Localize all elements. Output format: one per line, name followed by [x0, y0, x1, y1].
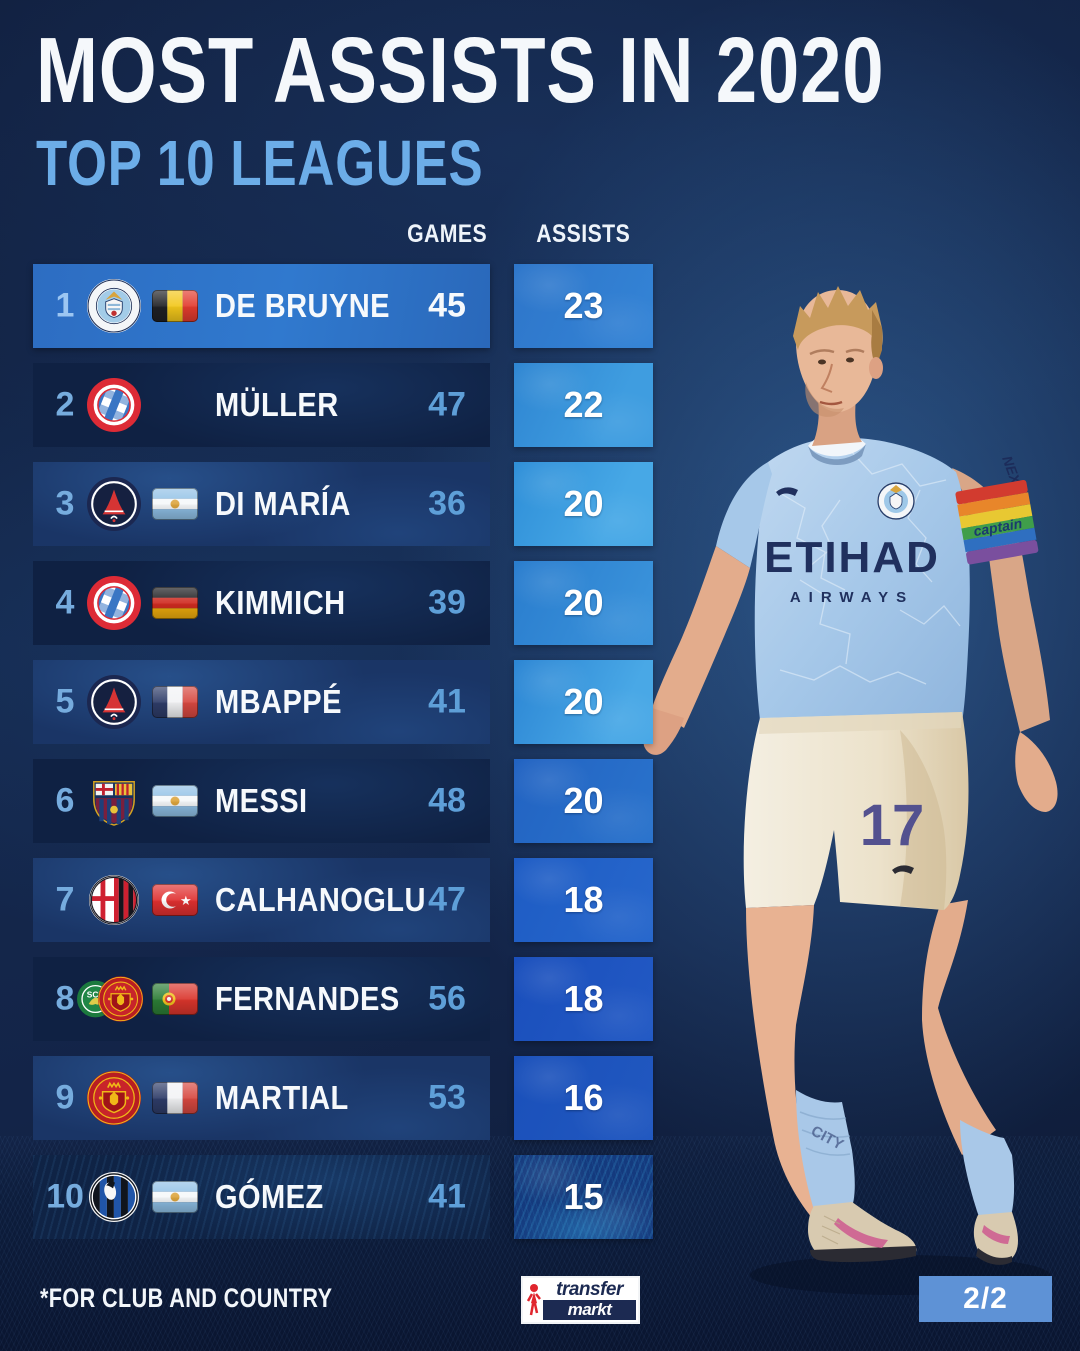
table-row: 2 MÜLLER 47 — [33, 363, 490, 447]
jersey-sponsor-sub-text: AIRWAYS — [790, 589, 914, 606]
rank-label: 5 — [55, 682, 75, 721]
psg-badge-icon — [85, 675, 143, 729]
player-name: CALHANOGLU — [215, 881, 426, 918]
page-title-text: MOST ASSISTS IN 2020 — [36, 18, 885, 122]
manchester-united-badge-icon — [85, 1071, 143, 1125]
atalanta-badge-icon — [85, 1172, 143, 1222]
table-row: 6 MESSI 48 — [33, 759, 490, 843]
bayern-munich-badge-icon — [85, 576, 143, 630]
portugal-flag-icon — [150, 983, 200, 1015]
argentina-flag-icon — [150, 785, 200, 817]
rank-label: 4 — [55, 583, 75, 622]
bayern-munich-badge-icon — [85, 378, 143, 432]
psg-badge-icon — [85, 477, 143, 531]
player-name: DI MARÍA — [215, 485, 351, 522]
games-value: 36 — [428, 484, 466, 523]
assists-value: 16 — [563, 1077, 604, 1118]
assists-cell: 20 — [514, 759, 653, 843]
manchester-city-badge-icon — [85, 279, 143, 333]
rank-label: 7 — [55, 880, 75, 919]
rank-label: 2 — [55, 385, 75, 424]
shorts-number: 17 — [860, 793, 925, 858]
ac-milan-badge-icon — [85, 875, 143, 925]
games-value: 41 — [428, 1177, 466, 1216]
games-value: 53 — [428, 1078, 466, 1117]
games-value: 39 — [428, 583, 466, 622]
player-name: MARTIAL — [215, 1079, 349, 1116]
table-row: 8 SCP FERNANDES 56 — [33, 957, 490, 1041]
assists-value: 22 — [563, 384, 604, 425]
table-row: 9 MARTIAL 53 — [33, 1056, 490, 1140]
table-row: 4 KIMMICH 39 — [33, 561, 490, 645]
page-subtitle: TOP 10 LEAGUES — [36, 127, 595, 199]
svg-text:SCP: SCP — [87, 989, 105, 999]
table-row: 5 MBAPPÉ 41 — [33, 660, 490, 744]
footnote: *FOR CLUB AND COUNTRY — [40, 1283, 333, 1313]
games-value: 45 — [428, 286, 466, 325]
player-name: MÜLLER — [215, 386, 339, 423]
transfermarkt-logo-top: transfer — [556, 1279, 623, 1300]
page-title: MOST ASSISTS IN 2020 — [36, 18, 1080, 122]
transfermarkt-figure-icon — [526, 1284, 541, 1316]
france-flag-icon — [150, 686, 200, 718]
player-name: KIMMICH — [215, 584, 346, 621]
transfermarkt-logo-bottom: markt — [543, 1300, 636, 1320]
assists-cell: 20 — [514, 561, 653, 645]
games-value: 48 — [428, 781, 466, 820]
player-name: FERNANDES — [215, 980, 400, 1017]
assists-cell: 18 — [514, 957, 653, 1041]
games-value: 56 — [428, 979, 466, 1018]
page-subtitle-text: TOP 10 LEAGUES — [36, 127, 484, 199]
table-row: 3 DI MARÍA 36 — [33, 462, 490, 546]
assists-value: 18 — [563, 879, 604, 920]
armband-captain-text: captain — [972, 515, 1023, 539]
argentina-flag-icon — [150, 488, 200, 520]
rank-label: 1 — [55, 286, 75, 325]
assists-cell: 18 — [514, 858, 653, 942]
belgium-flag-icon — [150, 290, 200, 322]
assists-value: 20 — [563, 780, 604, 821]
player-name: MESSI — [215, 782, 308, 819]
player-name: GÓMEZ — [215, 1178, 324, 1215]
germany-flag-icon — [150, 587, 200, 619]
france-flag-icon — [150, 1082, 200, 1114]
column-header-assists: ASSISTS — [536, 220, 631, 248]
player-name: MBAPPÉ — [215, 683, 342, 720]
assists-value: 15 — [563, 1176, 604, 1217]
assists-cell: 16 — [514, 1056, 653, 1140]
assists-value: 20 — [563, 582, 604, 623]
games-value: 47 — [428, 880, 466, 919]
assists-cell: 22 — [514, 363, 653, 447]
turkey-flag-icon: ★ — [150, 884, 200, 916]
jersey-sponsor-text: ETIHAD — [764, 533, 940, 582]
assists-cell: 15 — [514, 1155, 653, 1239]
column-header-games: GAMES — [406, 220, 488, 248]
argentina-flag-icon — [150, 1181, 200, 1213]
assists-cell: 20 — [514, 462, 653, 546]
rank-label: 8 — [55, 979, 75, 1018]
assists-value: 20 — [563, 681, 604, 722]
transfermarkt-logo: transfer markt — [521, 1276, 640, 1324]
sporting-cp-badge-icon-and-manchester-united-badge-icon: SCP — [77, 972, 143, 1026]
games-value: 47 — [428, 385, 466, 424]
assists-value: 18 — [563, 978, 604, 1019]
page-indicator-badge: 2/2 — [919, 1276, 1052, 1322]
assists-value: 23 — [563, 285, 604, 326]
games-value: 41 — [428, 682, 466, 721]
barcelona-badge-icon — [85, 774, 143, 828]
rank-label: 3 — [55, 484, 75, 523]
rank-label: 10 — [46, 1177, 84, 1216]
rank-label: 6 — [55, 781, 75, 820]
rank-label: 9 — [55, 1078, 75, 1117]
sleeve-sponsor-text: NEXEN — [999, 454, 1031, 506]
assists-value: 20 — [563, 483, 604, 524]
assists-cell: 20 — [514, 660, 653, 744]
table-row: 1 DE BRUYNE 45 — [33, 264, 490, 348]
table-row: 10 GÓMEZ 41 — [33, 1155, 490, 1239]
player-name: DE BRUYNE — [215, 287, 390, 324]
assists-cell: 23 — [514, 264, 653, 348]
